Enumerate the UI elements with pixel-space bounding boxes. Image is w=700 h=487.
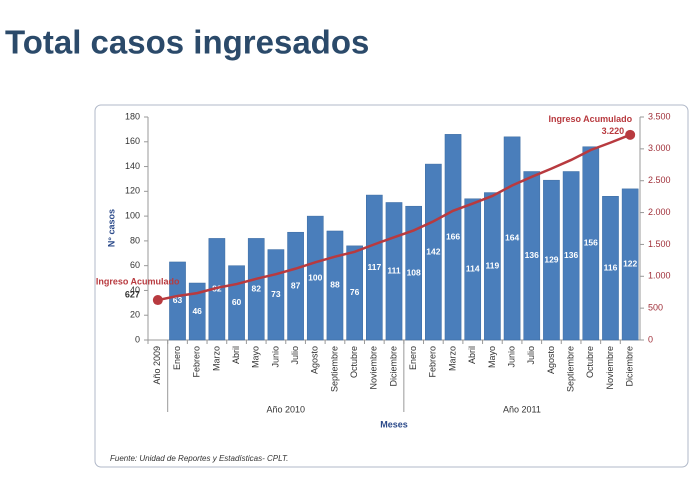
bar bbox=[444, 134, 462, 341]
bar-label: 46 bbox=[192, 306, 202, 316]
y2-tick-label: 0 bbox=[648, 334, 653, 344]
line-value-label: 627 bbox=[125, 289, 140, 299]
x-axis-label: Meses bbox=[380, 419, 408, 429]
bar-label: 156 bbox=[584, 238, 598, 248]
line-value-label: 3.220 bbox=[602, 126, 625, 136]
y-tick-label: 100 bbox=[125, 210, 140, 220]
x-group-label: Año 2011 bbox=[503, 404, 541, 414]
x-tick-label: Noviembre bbox=[605, 346, 615, 390]
bar bbox=[582, 146, 600, 341]
x-tick-label: Noviembre bbox=[369, 346, 379, 390]
y2-tick-label: 3.500 bbox=[648, 111, 671, 121]
bar bbox=[543, 179, 560, 341]
bar-label: 82 bbox=[252, 283, 262, 293]
bar-label: 114 bbox=[466, 264, 480, 274]
bar bbox=[425, 163, 442, 341]
x-tick-label: Año 2009 bbox=[152, 346, 162, 385]
x-tick-label: Junio bbox=[506, 346, 516, 368]
bar-label: 87 bbox=[291, 280, 301, 290]
x-tick-label: Abril bbox=[231, 346, 241, 364]
bar-label: 73 bbox=[271, 289, 281, 299]
bar-label: 60 bbox=[232, 297, 242, 307]
bar-label: 88 bbox=[330, 280, 340, 290]
bar-label: 76 bbox=[350, 287, 360, 297]
x-tick-label: Mayo bbox=[251, 346, 261, 368]
line-annotation: Ingreso Acumulado bbox=[96, 276, 180, 286]
y2-tick-label: 2.000 bbox=[648, 207, 671, 217]
y-tick-label: 120 bbox=[125, 186, 140, 196]
bar-label: 117 bbox=[367, 262, 381, 272]
line-point bbox=[152, 295, 163, 306]
bar-label: 164 bbox=[505, 233, 519, 243]
x-tick-label: Febrero bbox=[428, 346, 438, 378]
x-tick-label: Febrero bbox=[192, 346, 202, 378]
bar-label: 111 bbox=[387, 265, 401, 275]
y-tick-label: 140 bbox=[125, 161, 140, 171]
x-tick-label: Marzo bbox=[447, 346, 457, 371]
y2-tick-label: 3.000 bbox=[648, 143, 671, 153]
x-tick-label: Septiembre bbox=[329, 346, 339, 392]
bar bbox=[247, 238, 265, 341]
y-tick-label: 80 bbox=[130, 235, 140, 245]
x-tick-label: Julio bbox=[526, 346, 536, 365]
x-tick-label: Enero bbox=[408, 346, 418, 370]
bar-label: 63 bbox=[173, 295, 183, 305]
y-tick-label: 0 bbox=[135, 334, 140, 344]
bar bbox=[405, 205, 422, 341]
bar-label: 116 bbox=[604, 262, 618, 272]
page-title: Total casos ingresados bbox=[5, 24, 369, 61]
bar bbox=[621, 188, 639, 341]
x-tick-label: Diciembre bbox=[625, 346, 635, 387]
x-tick-label: Marzo bbox=[211, 346, 221, 371]
bar-label: 129 bbox=[544, 254, 558, 264]
bar bbox=[366, 194, 383, 341]
bar-label: 136 bbox=[525, 250, 539, 260]
source: Fuente: Unidad de Reportes y Estadística… bbox=[110, 454, 288, 463]
bar bbox=[346, 245, 363, 341]
x-tick-label: Agosto bbox=[310, 346, 320, 374]
bar bbox=[602, 196, 619, 341]
x-tick-label: Mayo bbox=[487, 346, 497, 368]
x-tick-label: Septiembre bbox=[565, 346, 575, 392]
bar bbox=[306, 215, 324, 341]
bar-label: 100 bbox=[308, 272, 322, 282]
x-tick-label: Diciembre bbox=[388, 346, 398, 387]
x-tick-label: Enero bbox=[172, 346, 182, 370]
bar bbox=[169, 261, 186, 341]
y2-tick-label: 500 bbox=[648, 303, 663, 313]
x-tick-label: Agosto bbox=[546, 346, 556, 374]
bar-label: 136 bbox=[564, 250, 578, 260]
x-tick-label: Octubre bbox=[349, 346, 359, 378]
line bbox=[157, 133, 631, 302]
bar bbox=[464, 198, 482, 341]
bar-label: 108 bbox=[407, 267, 421, 277]
bar bbox=[188, 282, 206, 341]
x-tick-label: Julio bbox=[290, 346, 300, 365]
bar-label: 166 bbox=[446, 231, 460, 241]
bar bbox=[523, 171, 541, 341]
line-point bbox=[625, 129, 636, 140]
y-tick-label: 40 bbox=[130, 285, 140, 295]
line-annotation: Ingreso Acumulado bbox=[548, 114, 632, 124]
y2-tick-label: 2.500 bbox=[648, 175, 671, 185]
y-tick-label: 160 bbox=[125, 136, 140, 146]
x-tick-label: Abril bbox=[467, 346, 477, 364]
x-tick-label: Octubre bbox=[585, 346, 595, 378]
y2-tick-label: 1.500 bbox=[648, 239, 671, 249]
bar bbox=[287, 231, 304, 341]
bar bbox=[562, 171, 580, 341]
bar-label: 142 bbox=[426, 246, 440, 256]
bar-label: 122 bbox=[623, 259, 637, 269]
x-tick-label: Junio bbox=[270, 346, 280, 368]
y-tick-label: 20 bbox=[130, 310, 140, 320]
x-group-label: Año 2010 bbox=[266, 404, 305, 414]
y-axis-label: N° casos bbox=[106, 209, 116, 247]
y-tick-label: 180 bbox=[125, 111, 140, 121]
bar bbox=[484, 192, 501, 341]
bar-label: 119 bbox=[486, 261, 500, 271]
y2-tick-label: 1.000 bbox=[648, 271, 671, 281]
y-tick-label: 60 bbox=[130, 260, 140, 270]
